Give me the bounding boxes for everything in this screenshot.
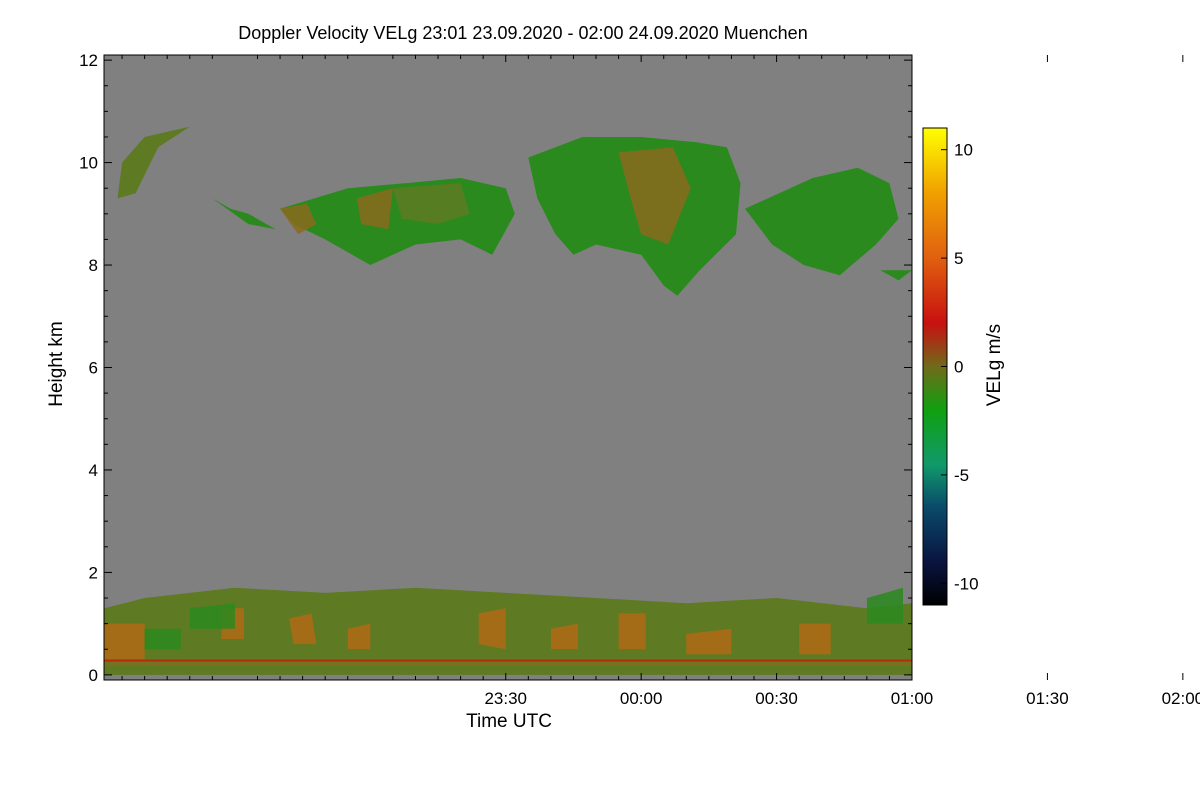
colorbar-tick-label: 5 [954,249,963,268]
cloud-patch-lower-patch-orange-3 [478,608,506,650]
y-tick-label: 0 [89,666,98,685]
colorbar-tick-label: -10 [954,574,979,593]
x-tick-label: 01:30 [1026,689,1069,708]
y-tick-label: 12 [79,51,98,70]
y-tick-label: 6 [89,359,98,378]
cloud-region-upper-cloud-2 [212,198,276,230]
plot-background [104,55,912,680]
x-tick-label: 01:00 [891,689,934,708]
cloud-patch-upper-patch-brown-1 [280,203,317,235]
colorbar-tick-label: -5 [954,466,969,485]
y-tick-label: 2 [89,563,98,582]
cloud-patch-upper-patch-brown-2 [618,147,691,245]
y-axis-label: Height km [46,321,67,407]
y-tick-label: 10 [79,154,98,173]
plot-data-layer [104,126,912,675]
x-axis-label: Time UTC [466,711,552,732]
cloud-patch-lower-patch-orange-2 [289,613,317,645]
x-tick-label: 02:00 [1162,689,1200,708]
cloud-region-upper-cloud-1 [117,126,190,199]
x-tick-label: 23:30 [484,689,527,708]
y-tick-label: 4 [89,461,98,480]
cloud-patch-upper-patch-olive-3 [392,183,470,225]
cloud-patch-lower-patch-orange-6 [347,623,371,650]
cloud-patch-lower-patch-green-1 [189,603,235,629]
y-axis: 0 2 4 6 8 10 12 [79,51,912,685]
colorbar-tick-label: 0 [954,358,963,377]
y-tick-label: 8 [89,256,98,275]
cloud-patch-lower-patch-orange-9 [799,623,831,655]
cloud-patch-lower-patch-orange-7 [104,623,145,660]
x-tick-label: 00:30 [755,689,798,708]
cloud-patch-lower-patch-orange-4 [618,613,646,650]
cloud-patch-lower-patch-green-2 [866,587,903,624]
chart-title: Doppler Velocity VELg 23:01 23.09.2020 -… [238,23,807,43]
cloud-patch-lower-patch-orange-5 [550,623,578,650]
cloud-region-upper-cloud-6 [880,270,912,281]
cloud-region-upper-cloud-4 [528,137,741,296]
colorbar-axis: 10 5 0 -5 -10 [941,141,979,593]
cloud-region-upper-cloud-5 [745,167,899,276]
cloud-patch-lower-patch-green-3 [144,628,181,650]
colorbar-tick-label: 10 [954,141,973,160]
cloud-patch-upper-patch-brown-4 [356,188,393,230]
colorbar-label: VELg m/s [984,324,1005,406]
x-tick-label: 00:00 [620,689,663,708]
x-axis: 23:30 00:00 00:30 01:00 01:30 02:00 [121,55,1200,708]
cloud-patch-lower-patch-orange-8 [686,628,732,655]
